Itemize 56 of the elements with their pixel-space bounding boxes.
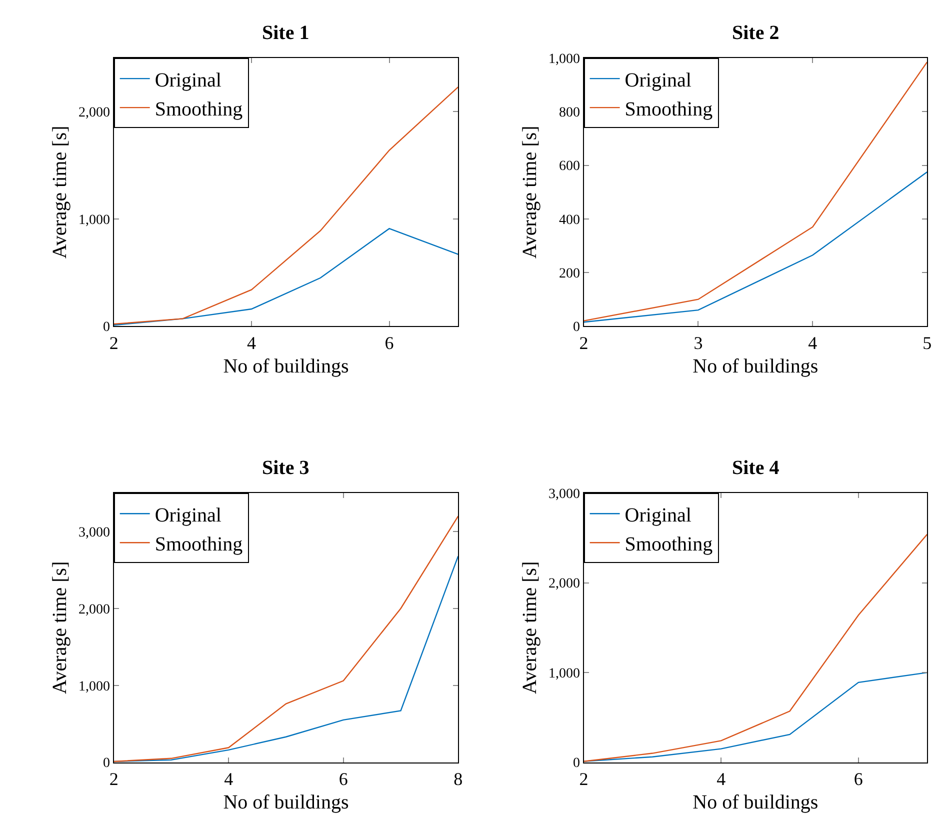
y-axis-title: Average time [s] [518,561,541,694]
y-axis-title: Average time [s] [49,126,72,259]
y-axis-title: Average time [s] [49,561,72,694]
chart-title: Site 3 [262,457,310,479]
x-axis-title: No of buildings [223,791,349,814]
x-tick-label: 8 [454,768,463,789]
legend-label: Smoothing [154,98,243,120]
y-tick-label: 1,000 [78,212,110,228]
x-axis-title: No of buildings [692,791,818,814]
y-tick-label: 2,000 [548,576,580,592]
y-tick-label: 1,000 [548,666,580,682]
x-tick-label: 3 [694,332,703,353]
x-tick-label: 4 [247,332,256,353]
x-axis-title: No of buildings [692,355,818,378]
x-tick-label: 4 [716,768,726,789]
y-tick-label: 0 [572,756,580,772]
y-tick-label: 200 [558,266,580,282]
legend-label: Original [154,504,222,526]
y-tick-label: 0 [103,756,110,772]
chart-title: Site 4 [732,457,780,479]
y-tick-label: 2,000 [78,602,110,618]
y-tick-label: 1,000 [78,679,110,694]
chart-title: Site 2 [732,22,780,44]
x-tick-label: 4 [224,768,234,789]
x-tick-label: 6 [854,768,863,789]
y-tick-label: 800 [558,106,580,121]
line-series [584,61,928,322]
x-tick-label: 6 [338,768,348,789]
legend-label: Smoothing [624,98,713,120]
y-tick-label: 0 [103,320,110,336]
legend-label: Original [154,69,222,92]
x-tick-label: 2 [109,332,118,353]
line-series [584,672,928,762]
x-tick-label: 2 [109,768,118,789]
chart-title: Site 1 [262,22,310,44]
y-axis-title: Average time [s] [518,126,541,259]
x-tick-label: 2 [579,332,588,353]
y-tick-label: 3,000 [548,487,580,502]
legend-label: Original [624,504,692,526]
y-tick-label: 1,000 [548,52,580,67]
legend-label: Smoothing [154,533,243,556]
x-axis-title: No of buildings [223,355,349,378]
legend-label: Original [624,69,692,92]
y-tick-label: 3,000 [78,525,110,540]
y-tick-label: 0 [572,320,580,336]
y-tick-label: 2,000 [78,106,110,121]
legend-label: Smoothing [624,533,713,556]
line-series [584,534,928,762]
y-tick-label: 400 [558,212,580,228]
x-tick-label: 6 [384,332,394,353]
x-tick-label: 2 [579,768,588,789]
x-tick-label: 5 [922,332,932,353]
y-tick-label: 600 [558,159,580,174]
x-tick-label: 4 [808,332,818,353]
line-series [584,171,928,323]
line-series [114,228,458,326]
